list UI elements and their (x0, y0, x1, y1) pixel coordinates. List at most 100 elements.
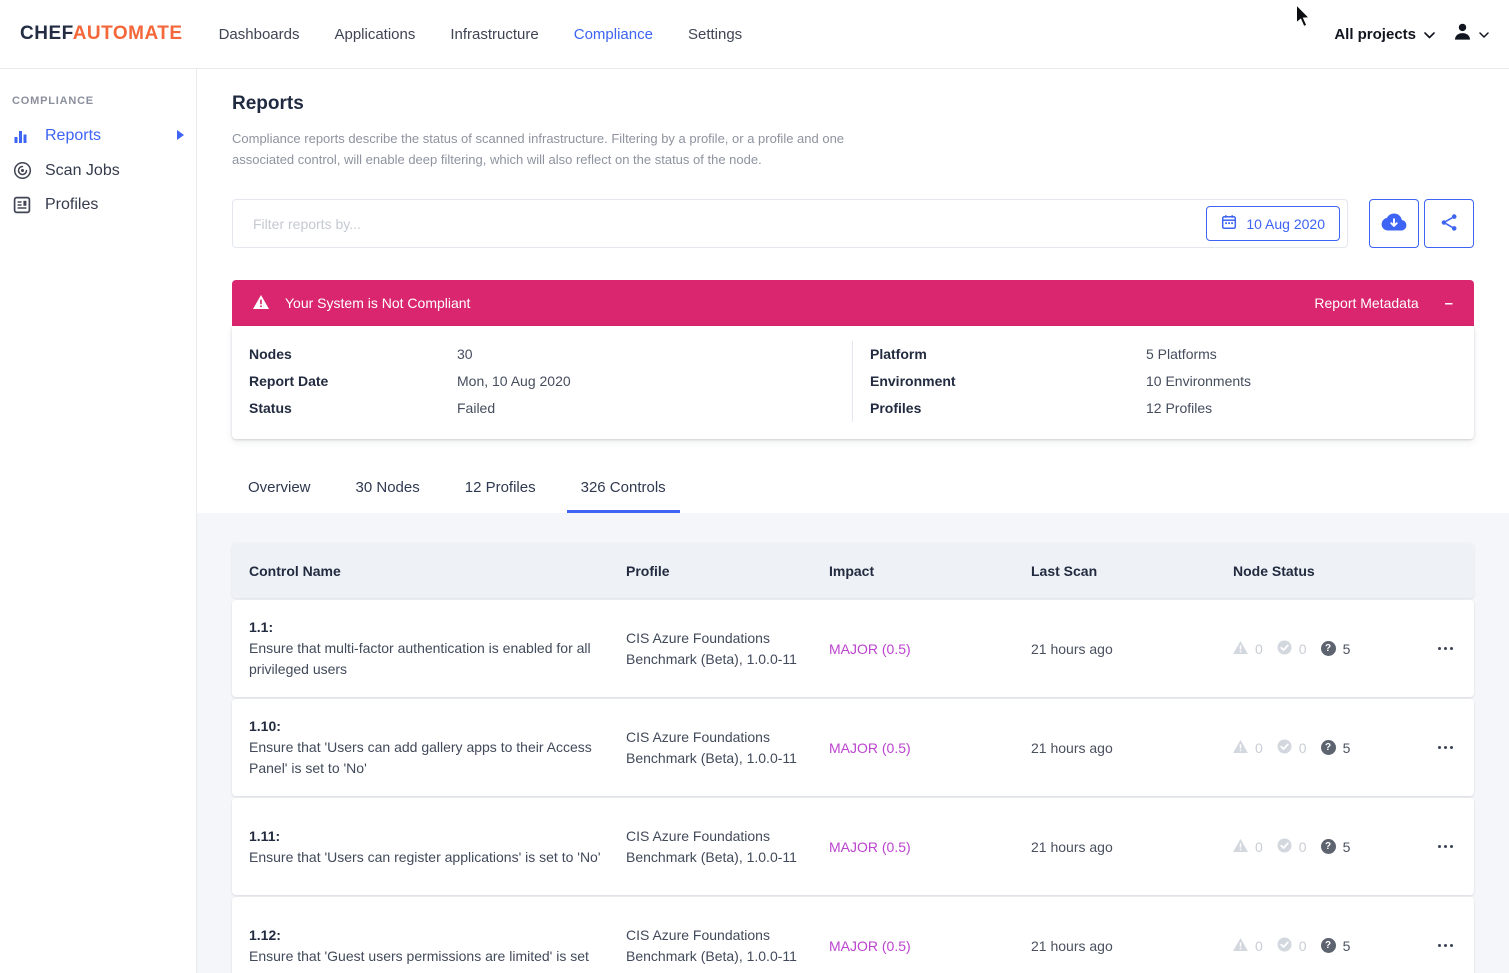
metadata-row-platform: Platform 5 Platforms (870, 341, 1457, 368)
control-row-1-1[interactable]: 1.1: Ensure that multi-factor authentica… (232, 600, 1474, 698)
col-node-status: Node Status (1233, 562, 1315, 579)
failed-warning-icon (1233, 937, 1248, 954)
more-options-button[interactable] (1438, 647, 1474, 651)
control-impact: MAJOR (0.5) (829, 937, 911, 954)
control-profile: CIS Azure Foundations Benchmark (Beta), … (626, 728, 797, 766)
more-options-button[interactable] (1438, 944, 1474, 948)
control-id: 1.10: (249, 718, 281, 735)
passed-count: 0 (1298, 640, 1307, 657)
metadata-row-report-date: Report Date Mon, 10 Aug 2020 (249, 368, 835, 395)
logo-automate-text: AUTOMATE (72, 23, 183, 44)
unknown-count: 5 (1342, 640, 1351, 657)
failed-warning-icon (1233, 640, 1248, 657)
nav-dashboards[interactable]: Dashboards (218, 25, 300, 43)
unknown-question-icon: ? (1320, 740, 1336, 756)
control-last-scan: 21 hours ago (1031, 937, 1113, 954)
tab-overview[interactable]: Overview (248, 479, 311, 497)
tab-profiles[interactable]: 12 Profiles (464, 479, 536, 497)
controls-table-header: Control Name Profile Impact Last Scan No… (232, 543, 1474, 599)
failed-count: 0 (1255, 640, 1263, 657)
metadata-row-status: Status Failed (249, 395, 835, 422)
controls-table-area: Control Name Profile Impact Last Scan No… (197, 513, 1509, 973)
nav-compliance[interactable]: Compliance (573, 25, 653, 43)
unknown-count: 5 (1342, 838, 1351, 855)
metadata-value: 5 Platforms (1146, 346, 1217, 363)
metadata-left-column: Nodes 30 Report Date Mon, 10 Aug 2020 St… (232, 341, 853, 423)
control-impact: MAJOR (0.5) (829, 739, 911, 756)
control-row-1-10[interactable]: 1.10: Ensure that 'Users can add gallery… (232, 699, 1474, 797)
sidebar-section-title: COMPLIANCE (12, 95, 94, 107)
metadata-label: Status (249, 400, 292, 417)
control-last-scan: 21 hours ago (1031, 640, 1113, 657)
failed-warning-icon (1233, 838, 1248, 855)
download-report-button[interactable] (1369, 199, 1419, 249)
control-profile: CIS Azure Foundations Benchmark (Beta), … (626, 827, 797, 865)
top-navigation: CHEFAUTOMATE Dashboards Applications Inf… (0, 0, 1509, 69)
nav-applications[interactable]: Applications (334, 25, 416, 43)
calendar-icon (1221, 214, 1237, 233)
non-compliant-banner: Your System is Not Compliant Report Meta… (232, 280, 1474, 327)
node-status-cell: 0 0 ? 5 (1233, 739, 1438, 757)
sidebar-item-profiles[interactable]: Profiles (0, 188, 196, 222)
control-last-scan: 21 hours ago (1031, 739, 1113, 756)
control-description: Ensure that 'Guest users permissions are… (249, 947, 589, 964)
failed-count: 0 (1255, 838, 1263, 855)
topnav-right: All projects (1334, 21, 1489, 47)
metadata-row-profiles: Profiles 12 Profiles (870, 395, 1457, 422)
metadata-value: 30 (457, 346, 473, 363)
node-status-cell: 0 0 ? 5 (1233, 937, 1438, 955)
filter-box: 10 Aug 2020 (232, 199, 1348, 249)
control-last-scan: 21 hours ago (1031, 838, 1113, 855)
cloud-download-icon (1381, 212, 1407, 235)
nav-settings[interactable]: Settings (687, 25, 743, 43)
col-profile: Profile (626, 562, 670, 579)
passed-check-icon (1277, 937, 1292, 955)
unknown-question-icon: ? (1320, 938, 1336, 954)
more-options-button[interactable] (1438, 746, 1474, 750)
filter-reports-input[interactable] (251, 214, 1207, 233)
share-report-button[interactable] (1424, 199, 1474, 249)
metadata-value: Mon, 10 Aug 2020 (457, 373, 571, 390)
projects-selector-label: All projects (1334, 25, 1416, 43)
bar-chart-icon (12, 129, 32, 143)
sidebar-item-label: Reports (45, 127, 102, 144)
metadata-label: Profiles (870, 400, 922, 417)
failed-warning-icon (1233, 739, 1248, 756)
tab-controls[interactable]: 326 Controls (566, 479, 680, 514)
chevron-down-icon (1479, 25, 1489, 43)
projects-selector[interactable]: All projects (1334, 26, 1435, 43)
report-tabs: Overview 30 Nodes 12 Profiles 326 Contro… (232, 479, 1474, 514)
nav-infrastructure[interactable]: Infrastructure (450, 25, 539, 43)
sidebar-item-reports[interactable]: Reports (0, 119, 196, 153)
sidebar-item-scan-jobs[interactable]: Scan Jobs (0, 153, 196, 188)
node-status-cell: 0 0 ? 5 (1233, 838, 1438, 856)
metadata-row-nodes: Nodes 30 (249, 341, 835, 368)
control-row-1-11[interactable]: 1.11: Ensure that 'Users can register ap… (232, 798, 1474, 896)
report-metadata-label: Report Metadata (1314, 295, 1419, 312)
warning-triangle-icon (253, 294, 269, 312)
unknown-question-icon: ? (1320, 641, 1336, 657)
control-row-1-12[interactable]: 1.12: Ensure that 'Guest users permissio… (232, 897, 1474, 973)
metadata-value: 12 Profiles (1146, 400, 1213, 417)
user-icon (1452, 21, 1473, 47)
metadata-right-column: Platform 5 Platforms Environment 10 Envi… (853, 341, 1474, 422)
chef-automate-logo[interactable]: CHEFAUTOMATE (20, 23, 183, 45)
passed-check-icon (1277, 640, 1292, 658)
passed-count: 0 (1298, 937, 1307, 954)
control-id: 1.12: (249, 926, 281, 943)
report-date-label: 10 Aug 2020 (1246, 215, 1325, 232)
tab-nodes[interactable]: 30 Nodes (355, 479, 420, 497)
report-date-picker-button[interactable]: 10 Aug 2020 (1206, 206, 1340, 242)
sidebar-item-label: Profiles (45, 196, 99, 213)
page-title: Reports (232, 93, 304, 114)
node-status-cell: 0 0 ? 5 (1233, 640, 1438, 658)
logo-chef-text: CHEF (20, 23, 73, 44)
control-impact: MAJOR (0.5) (829, 640, 911, 657)
user-menu[interactable] (1452, 21, 1489, 47)
compliance-sidebar: COMPLIANCE Reports Scan Jobs Profiles (0, 69, 197, 973)
more-options-button[interactable] (1438, 845, 1474, 849)
metadata-label: Nodes (249, 346, 292, 363)
report-metadata-toggle[interactable]: Report Metadata – (1314, 295, 1453, 312)
control-id: 1.1: (249, 619, 274, 636)
col-last-scan: Last Scan (1031, 562, 1098, 579)
